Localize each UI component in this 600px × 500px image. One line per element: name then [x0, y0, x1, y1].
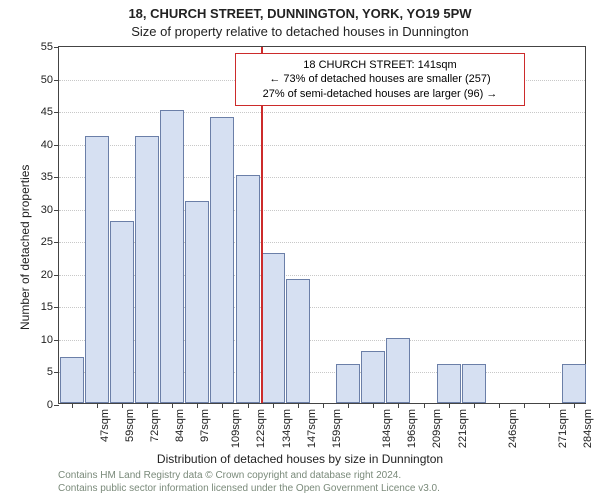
- annotation-line1: 18 CHURCH STREET: 141sqm: [242, 58, 518, 72]
- ytick-mark: [54, 275, 59, 276]
- bar: [160, 110, 184, 403]
- ytick-mark: [54, 405, 59, 406]
- annotation-line2: ← 73% of detached houses are smaller (25…: [242, 72, 518, 86]
- xtick-label: 221sqm: [457, 409, 469, 448]
- ytick-mark: [54, 47, 59, 48]
- attribution-footnote: Contains HM Land Registry data © Crown c…: [58, 470, 440, 495]
- xtick-mark: [474, 403, 475, 408]
- xtick-mark: [348, 403, 349, 408]
- xtick-mark: [449, 403, 450, 408]
- x-axis-label: Distribution of detached houses by size …: [0, 452, 600, 466]
- footnote-line2: Contains public sector information licen…: [58, 483, 440, 496]
- xtick-mark: [72, 403, 73, 408]
- bar: [286, 279, 310, 403]
- chart-title-line1: 18, CHURCH STREET, DUNNINGTON, YORK, YO1…: [0, 6, 600, 21]
- xtick-mark: [197, 403, 198, 408]
- ytick-label: 20: [41, 269, 53, 281]
- xtick-label: 59sqm: [124, 409, 136, 442]
- xtick-label: 134sqm: [281, 409, 293, 448]
- ytick-mark: [54, 307, 59, 308]
- bar: [462, 364, 486, 403]
- bar: [185, 201, 209, 403]
- ytick-mark: [54, 340, 59, 341]
- bar: [135, 136, 159, 403]
- chart-title-line2: Size of property relative to detached ho…: [0, 24, 600, 39]
- xtick-label: 184sqm: [381, 409, 393, 448]
- xtick-mark: [172, 403, 173, 408]
- xtick-mark: [122, 403, 123, 408]
- xtick-mark: [574, 403, 575, 408]
- xtick-label: 122sqm: [256, 409, 268, 448]
- ytick-mark: [54, 242, 59, 243]
- xtick-label: 284sqm: [582, 409, 594, 448]
- xtick-mark: [97, 403, 98, 408]
- ytick-mark: [54, 112, 59, 113]
- xtick-label: 159sqm: [331, 409, 343, 448]
- xtick-label: 209sqm: [432, 409, 444, 448]
- bar: [437, 364, 461, 403]
- annotation-box: 18 CHURCH STREET: 141sqm ← 73% of detach…: [235, 53, 525, 106]
- xtick-mark: [373, 403, 374, 408]
- bar: [261, 253, 285, 403]
- xtick-mark: [398, 403, 399, 408]
- ytick-label: 25: [41, 236, 53, 248]
- ytick-mark: [54, 145, 59, 146]
- xtick-mark: [273, 403, 274, 408]
- footnote-line1: Contains HM Land Registry data © Crown c…: [58, 470, 440, 483]
- y-axis-label: Number of detached properties: [18, 165, 32, 330]
- ytick-mark: [54, 80, 59, 81]
- ytick-label: 30: [41, 204, 53, 216]
- xtick-mark: [248, 403, 249, 408]
- xtick-mark: [499, 403, 500, 408]
- ytick-label: 10: [41, 334, 53, 346]
- bar: [60, 357, 84, 403]
- bar: [361, 351, 385, 403]
- bar: [562, 364, 586, 403]
- xtick-label: 109sqm: [230, 409, 242, 448]
- xtick-mark: [147, 403, 148, 408]
- bar: [110, 221, 134, 403]
- xtick-mark: [424, 403, 425, 408]
- bar: [386, 338, 410, 403]
- ytick-label: 35: [41, 171, 53, 183]
- xtick-label: 196sqm: [406, 409, 418, 448]
- ytick-label: 55: [41, 41, 53, 53]
- xtick-label: 72sqm: [149, 409, 161, 442]
- xtick-mark: [222, 403, 223, 408]
- xtick-label: 84sqm: [174, 409, 186, 442]
- bar: [85, 136, 109, 403]
- chart-container: 18, CHURCH STREET, DUNNINGTON, YORK, YO1…: [0, 0, 600, 500]
- xtick-mark: [323, 403, 324, 408]
- ytick-label: 5: [47, 366, 53, 378]
- bar: [336, 364, 360, 403]
- ytick-mark: [54, 372, 59, 373]
- ytick-label: 40: [41, 139, 53, 151]
- bar: [236, 175, 260, 403]
- xtick-label: 47sqm: [99, 409, 111, 442]
- xtick-mark: [524, 403, 525, 408]
- ytick-label: 45: [41, 106, 53, 118]
- ytick-label: 15: [41, 301, 53, 313]
- xtick-mark: [549, 403, 550, 408]
- xtick-label: 147sqm: [306, 409, 318, 448]
- xtick-label: 97sqm: [199, 409, 211, 442]
- ytick-mark: [54, 177, 59, 178]
- bar: [210, 117, 234, 403]
- plot-area: 051015202530354045505547sqm59sqm72sqm84s…: [58, 46, 586, 404]
- annotation-line3: 27% of semi-detached houses are larger (…: [242, 87, 518, 101]
- ytick-label: 0: [47, 399, 53, 411]
- ytick-label: 50: [41, 74, 53, 86]
- ytick-mark: [54, 210, 59, 211]
- xtick-label: 246sqm: [507, 409, 519, 448]
- xtick-mark: [298, 403, 299, 408]
- xtick-label: 271sqm: [557, 409, 569, 448]
- gridline: [59, 112, 585, 113]
